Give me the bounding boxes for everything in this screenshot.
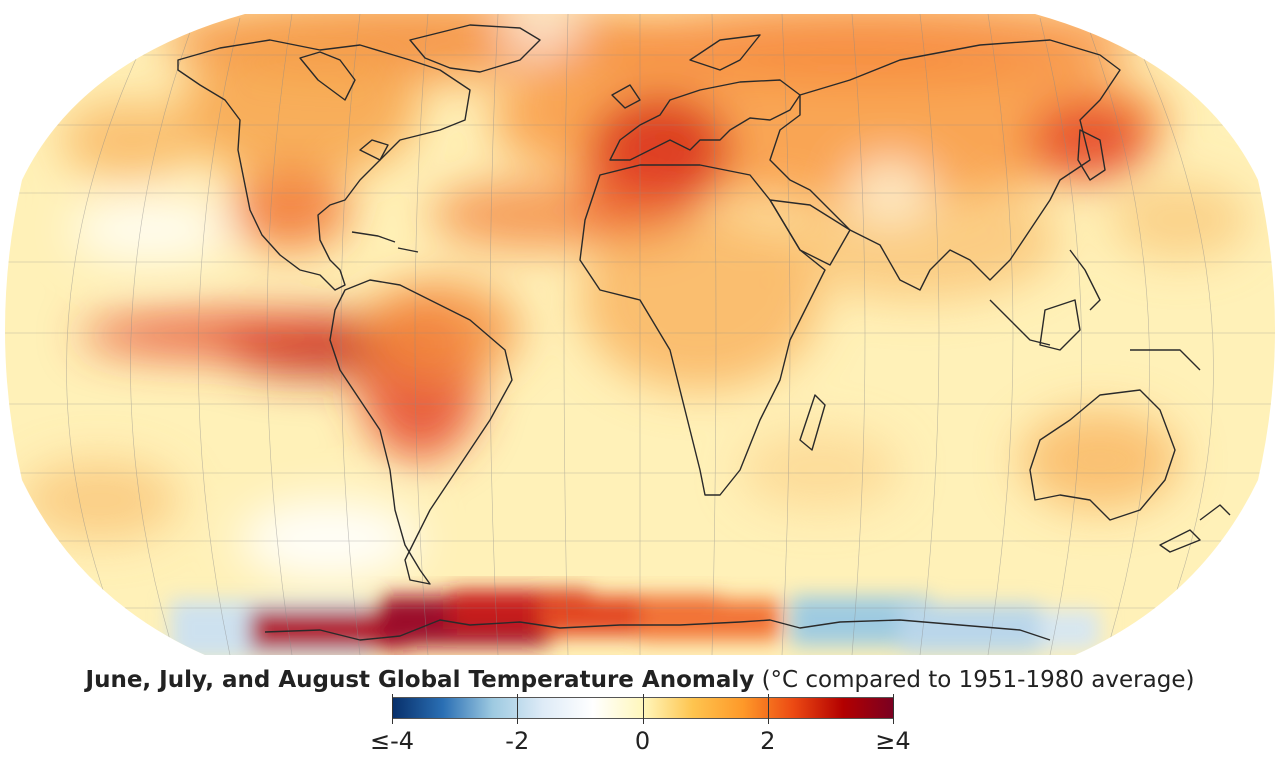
colorbar-tick-label: 2 [760, 727, 776, 755]
colorbar-tick-label: -2 [505, 727, 530, 755]
colorbar-tick-label: ≥4 [875, 727, 911, 755]
colorbar-tick [392, 694, 393, 724]
colorbar-tick-label: 0 [634, 727, 651, 755]
colorbar-legend: ≤-4 -2 0 2 ≥4 [350, 694, 930, 768]
antarctic-field [170, 590, 1100, 655]
figure-subtitle: (°C compared to 1951-1980 average) [761, 667, 1195, 693]
colorbar-tick [642, 694, 644, 724]
figure-caption: June, July, and August Global Temperatur… [0, 663, 1280, 697]
temperature-anomaly-map [5, 14, 1275, 655]
figure-title: June, July, and August Global Temperatur… [85, 667, 755, 693]
globe [5, 14, 1275, 655]
colorbar-tick-label: ≤-4 [369, 727, 415, 755]
coastlines [177, 24, 1231, 641]
colorbar-tick [767, 694, 769, 724]
colorbar-tick [893, 694, 894, 724]
graticule [5, 14, 1275, 655]
colorbar-tick [517, 694, 519, 724]
